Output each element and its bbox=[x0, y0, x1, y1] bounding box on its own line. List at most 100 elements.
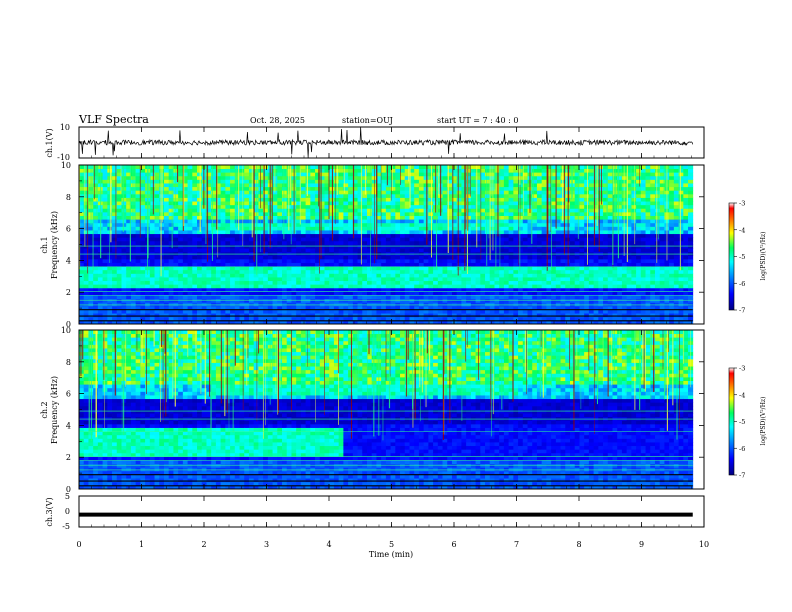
spectrogram-cell bbox=[173, 186, 179, 191]
spectrogram-cell bbox=[168, 251, 174, 256]
spectrogram-cell bbox=[244, 280, 250, 285]
spectrogram-cell bbox=[574, 219, 580, 224]
spectrogram-cell bbox=[451, 313, 458, 318]
spectrogram-cell bbox=[494, 240, 500, 245]
spectrogram-cell bbox=[527, 305, 533, 310]
spectrogram-cell bbox=[513, 193, 519, 198]
spectrogram-cell bbox=[112, 172, 118, 177]
spectrogram-cell bbox=[300, 295, 307, 300]
spectrogram-cell bbox=[494, 284, 500, 289]
spectrogram-cell bbox=[598, 284, 604, 289]
spectrogram-cell bbox=[560, 230, 566, 235]
spectrogram-cell bbox=[102, 186, 108, 191]
spectrogram-cell bbox=[93, 208, 99, 213]
spectrogram-cell bbox=[116, 277, 122, 282]
spectrogram-cell bbox=[423, 190, 429, 195]
spectrogram-cell bbox=[437, 266, 443, 271]
spectrogram-cell bbox=[253, 190, 259, 195]
spectrogram-cell bbox=[508, 295, 514, 300]
spectrogram-cell bbox=[187, 262, 193, 267]
spectrogram-cell bbox=[499, 237, 505, 242]
spectrogram-cell bbox=[168, 186, 174, 191]
spectrogram-cell bbox=[338, 208, 344, 213]
spectrogram-cell bbox=[442, 320, 448, 325]
spectrogram-cell bbox=[381, 226, 387, 231]
spectrogram-cell bbox=[263, 302, 269, 307]
spectrogram-cell bbox=[248, 255, 255, 260]
spectrogram-cell bbox=[272, 309, 278, 314]
spectrogram-cell bbox=[248, 284, 255, 289]
spectrogram-cell bbox=[579, 266, 585, 271]
spectrogram-cell bbox=[461, 273, 467, 278]
spectrogram-cell bbox=[381, 309, 387, 314]
spectrogram-cell bbox=[225, 237, 231, 242]
spectrogram-cell bbox=[324, 248, 330, 253]
spectrogram-cell bbox=[135, 313, 141, 318]
spectrogram-cell bbox=[315, 309, 321, 314]
spectrogram-cell bbox=[593, 269, 599, 274]
spectrogram-cell bbox=[244, 277, 250, 282]
spectrogram-cell bbox=[348, 179, 354, 184]
spectrogram-cell bbox=[149, 240, 155, 245]
spectrogram-cell bbox=[470, 237, 476, 242]
spectrogram-cell bbox=[282, 262, 288, 267]
spectrogram-cell bbox=[522, 273, 528, 278]
spectrogram-cell bbox=[541, 186, 547, 191]
spectrogram-cell bbox=[225, 320, 231, 325]
spectrogram-cell bbox=[485, 305, 491, 310]
spectrogram-cell bbox=[451, 298, 458, 303]
spectrogram-cell bbox=[588, 219, 594, 224]
spectrogram-cell bbox=[253, 258, 259, 263]
spectrogram-cell bbox=[404, 273, 410, 278]
spectrogram-cell bbox=[442, 237, 448, 242]
spectrogram-cell bbox=[277, 215, 283, 220]
spectrogram-cell bbox=[272, 240, 278, 245]
spectrogram-cell bbox=[197, 215, 203, 220]
spectrogram-cell bbox=[277, 309, 283, 314]
spectrogram-cell bbox=[319, 291, 325, 296]
spectrogram-cell bbox=[527, 251, 533, 256]
spectrogram-cell bbox=[485, 255, 491, 260]
spectrogram-cell bbox=[414, 248, 420, 253]
spectrogram-cell bbox=[135, 302, 141, 307]
spectrogram-cell bbox=[168, 215, 174, 220]
spectrogram-cell bbox=[102, 201, 108, 206]
spectrogram-cell bbox=[560, 287, 566, 292]
spectrogram-cell bbox=[154, 165, 160, 170]
spectrogram-cell bbox=[560, 269, 566, 274]
spectrogram-cell bbox=[428, 248, 434, 253]
spectrogram-cell bbox=[315, 193, 321, 198]
spectrogram-cell bbox=[234, 197, 240, 202]
spectrogram-cell bbox=[343, 222, 349, 227]
spectrogram-cell bbox=[333, 244, 340, 249]
spectrogram-cell bbox=[376, 277, 382, 282]
spectrogram-cell bbox=[206, 305, 212, 310]
spectrogram-cell bbox=[93, 244, 99, 249]
spectrogram-cell bbox=[338, 277, 344, 282]
spectrogram-cell bbox=[390, 208, 396, 213]
spectrogram-cell bbox=[126, 208, 132, 213]
spectrogram-cell bbox=[485, 226, 491, 231]
spectrogram-cell bbox=[442, 165, 448, 170]
spectrogram-cell bbox=[428, 230, 434, 235]
spectrogram-cell bbox=[442, 244, 448, 249]
spectrogram-cell bbox=[485, 248, 491, 253]
spectrogram-cell bbox=[121, 183, 127, 188]
spectrogram-cell bbox=[83, 233, 89, 238]
spectrogram-cell bbox=[121, 240, 127, 245]
spectrogram-cell bbox=[456, 284, 462, 289]
spectrogram-cell bbox=[116, 251, 122, 256]
spectrogram-cell bbox=[555, 219, 561, 224]
spectrogram-cell bbox=[121, 251, 127, 256]
spectrogram-cell bbox=[220, 226, 226, 231]
spectrogram-cell bbox=[381, 222, 387, 227]
spectrogram-cell bbox=[362, 284, 368, 289]
spectrogram-cell bbox=[485, 201, 491, 206]
spectrogram-cell bbox=[149, 309, 155, 314]
spectrogram-cell bbox=[409, 309, 415, 314]
spectrogram-cell bbox=[225, 251, 231, 256]
spectrogram-cell bbox=[352, 284, 358, 289]
spectrogram-cell bbox=[79, 295, 85, 300]
spectrogram-cell bbox=[400, 309, 406, 314]
spectrogram-cell bbox=[579, 233, 585, 238]
